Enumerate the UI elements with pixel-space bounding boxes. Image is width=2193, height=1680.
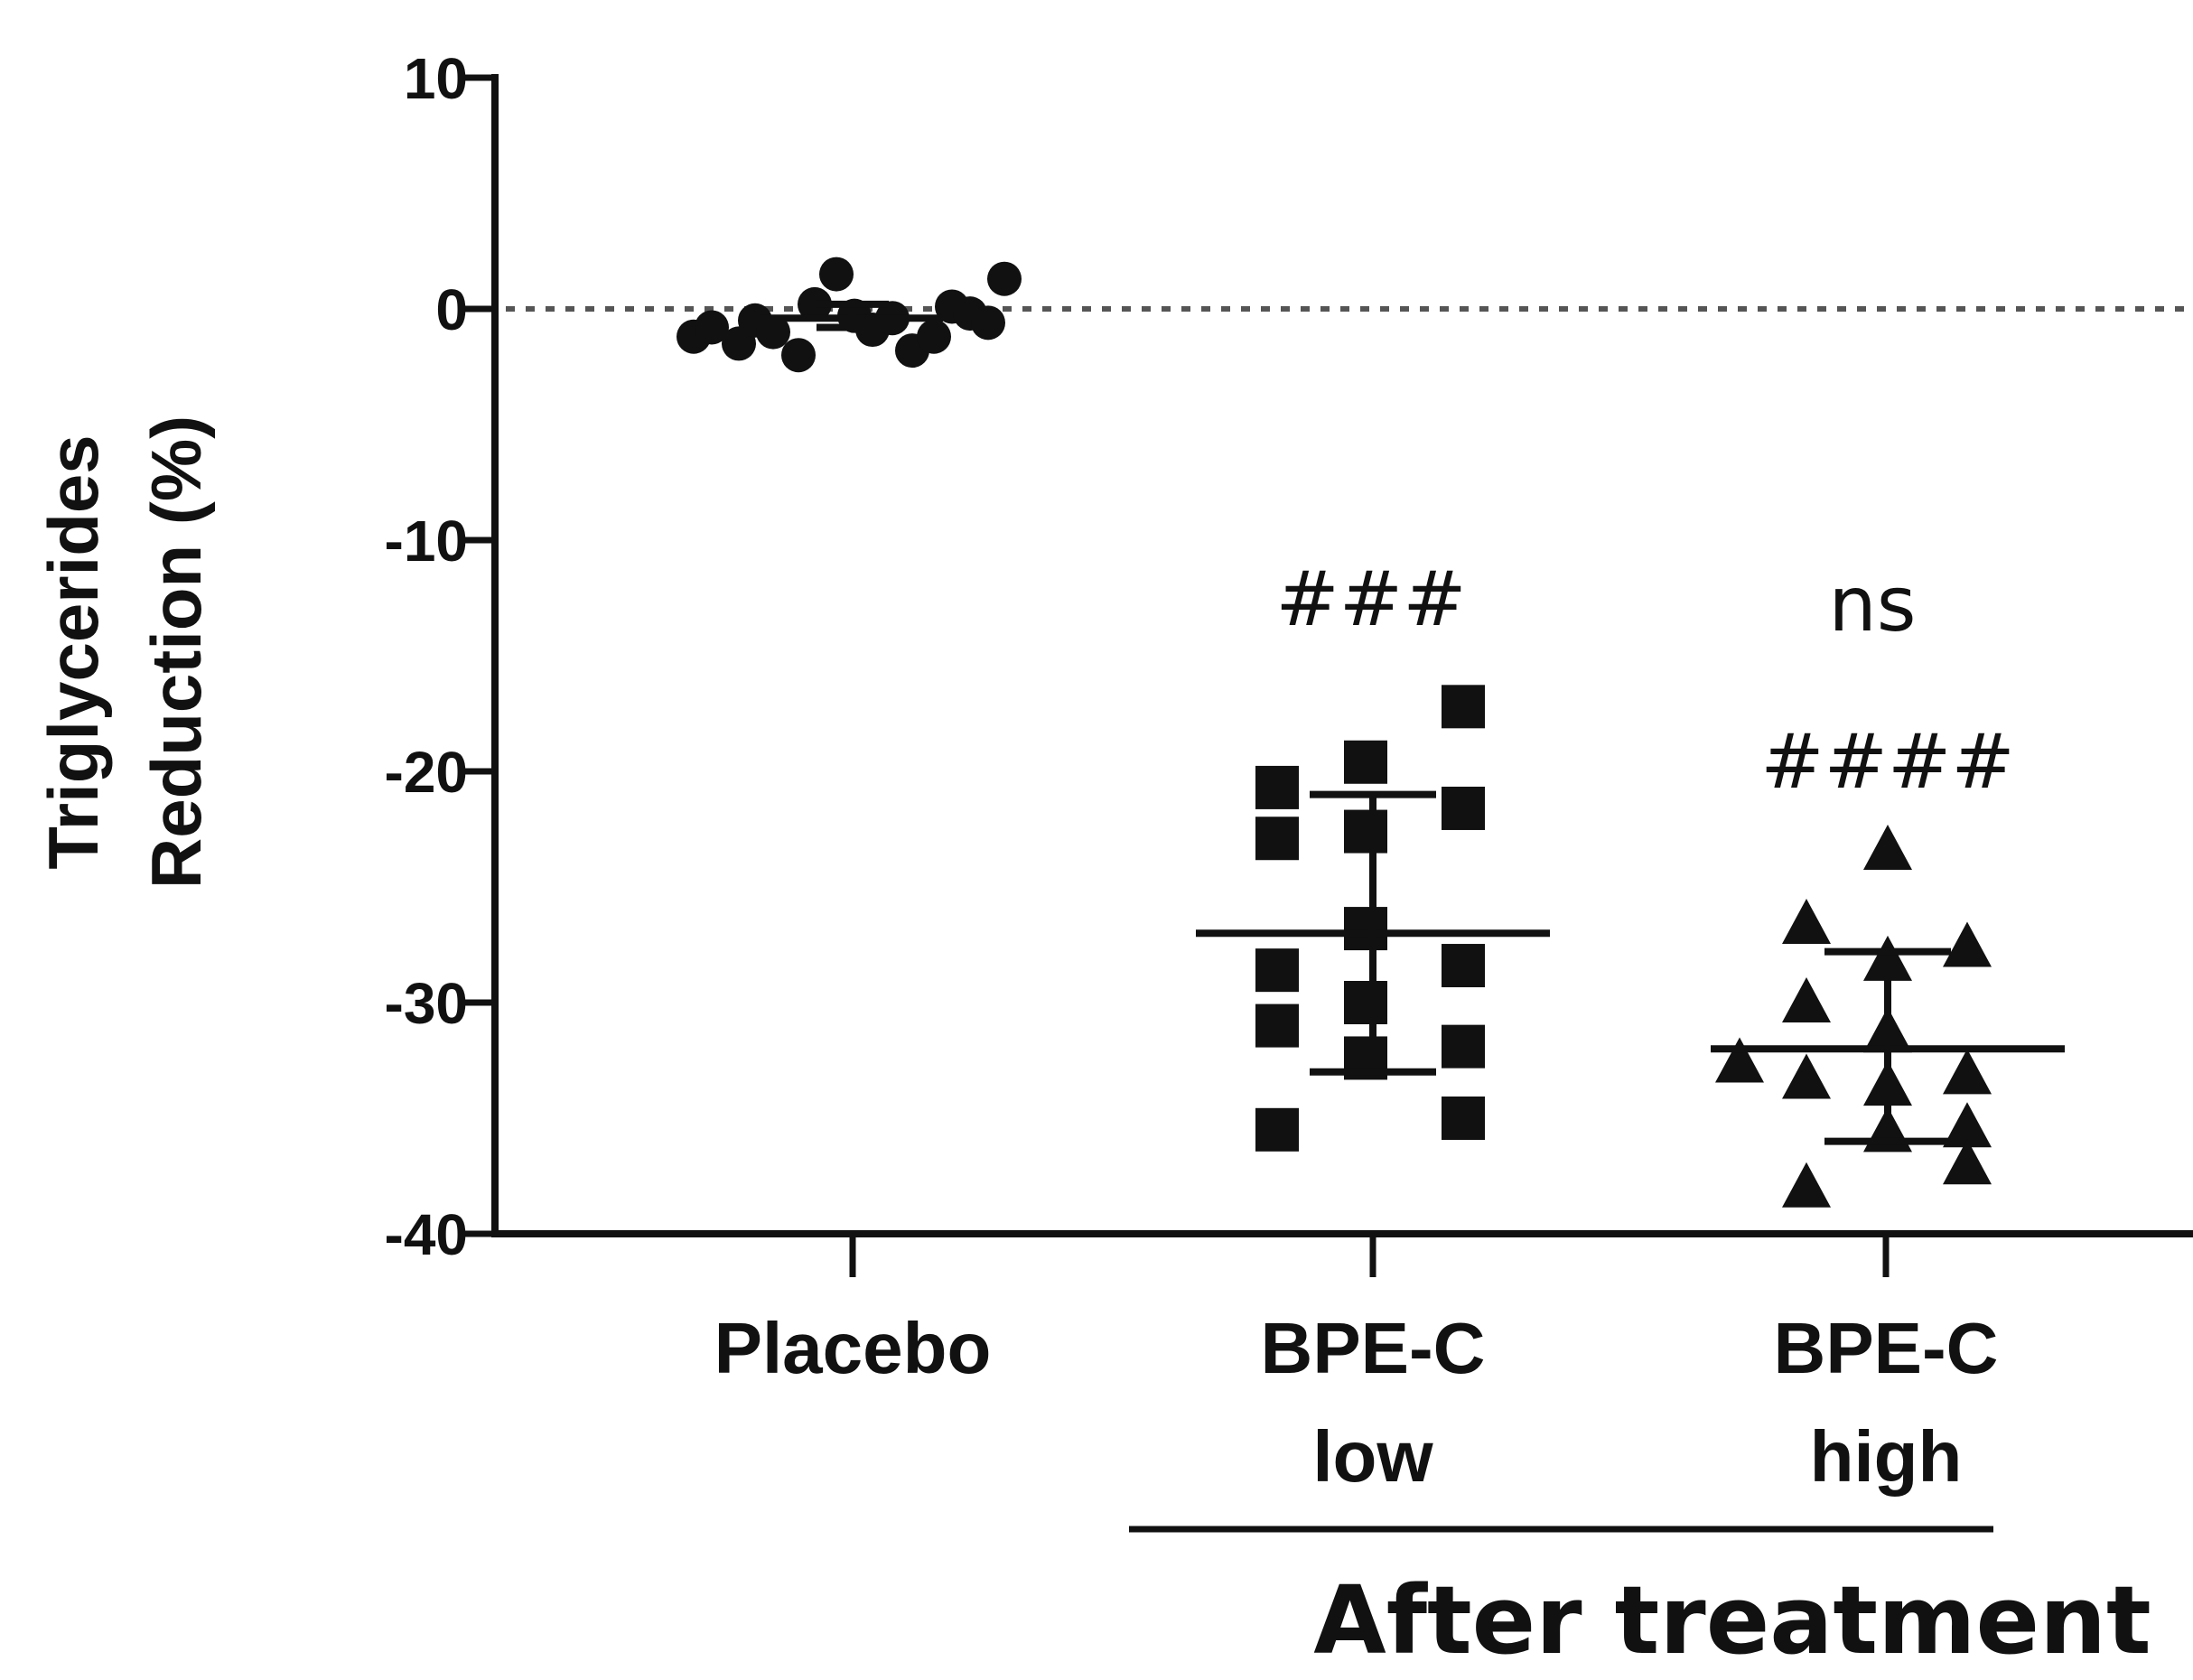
- y-tick-label: 0: [435, 277, 468, 342]
- category-label-high-line-2: high: [1810, 1416, 1963, 1497]
- category-labels: Placebo BPE-C low BPE-C high: [714, 1308, 1999, 1497]
- data-point-triangle: [1943, 921, 1992, 967]
- annotations: ### #### ns: [1275, 555, 2014, 806]
- y-axis-label-line-1: Triglycerides: [33, 434, 113, 869]
- data-point-square: [1344, 981, 1387, 1024]
- data-point-square: [1442, 1024, 1485, 1069]
- data-point-triangle: [1943, 1049, 1992, 1095]
- data-point-triangle: [1782, 977, 1831, 1022]
- data-point-circle: [971, 305, 1005, 341]
- category-label-low-line-2: low: [1312, 1416, 1433, 1497]
- y-axis-label: Triglycerides Reduction (%): [33, 415, 216, 889]
- data-point-triangle: [1863, 825, 1912, 871]
- data-point-square: [1255, 765, 1299, 809]
- annotation-high-vs-low: ns: [1828, 560, 1916, 649]
- annotation-low-significance: ###: [1275, 555, 1466, 643]
- data-point-circle: [987, 261, 1022, 296]
- data-point-triangle: [1782, 898, 1831, 944]
- data-point-square: [1442, 944, 1485, 988]
- y-tick-label: -10: [385, 509, 469, 574]
- data-point-triangle: [1782, 1053, 1831, 1099]
- data-point-square: [1442, 786, 1485, 830]
- annotation-high-significance: ####: [1760, 717, 2015, 806]
- data-point-circle: [695, 310, 729, 345]
- data-point-circle: [917, 319, 951, 354]
- data-point-square: [1442, 1097, 1485, 1140]
- data-point-triangle: [1943, 1102, 1992, 1148]
- y-tick-label: 10: [404, 46, 468, 111]
- data-point-square: [1344, 740, 1387, 784]
- data-point-square: [1442, 685, 1485, 729]
- data-point-square: [1344, 809, 1387, 854]
- data-point-square: [1344, 907, 1387, 951]
- data-point-circle: [798, 286, 832, 322]
- category-label-high-line-1: BPE-C: [1774, 1308, 1999, 1388]
- data-point-triangle: [1715, 1037, 1764, 1083]
- y-tick-label: -40: [385, 1202, 469, 1267]
- data-point-circle: [781, 338, 816, 373]
- category-label-low-line-1: BPE-C: [1261, 1308, 1486, 1388]
- y-axis-label-line-2: Reduction (%): [136, 415, 216, 889]
- group-label: After treatment: [1313, 1565, 2151, 1675]
- plot-area: 10 0 -10 -20 -30 -40: [385, 46, 2193, 1277]
- data-point-square: [1255, 1003, 1299, 1048]
- data-point-circle: [756, 314, 790, 350]
- data-point-triangle: [1943, 1139, 1992, 1185]
- y-tick-label: -30: [385, 971, 469, 1036]
- data-point-triangle: [1782, 1162, 1831, 1208]
- data-point-circle: [819, 257, 854, 292]
- data-point-square: [1255, 1107, 1299, 1152]
- data-point-square: [1255, 817, 1299, 861]
- data-point-square: [1255, 948, 1299, 993]
- category-label-placebo: Placebo: [714, 1308, 992, 1388]
- y-tick-label: -20: [385, 740, 469, 805]
